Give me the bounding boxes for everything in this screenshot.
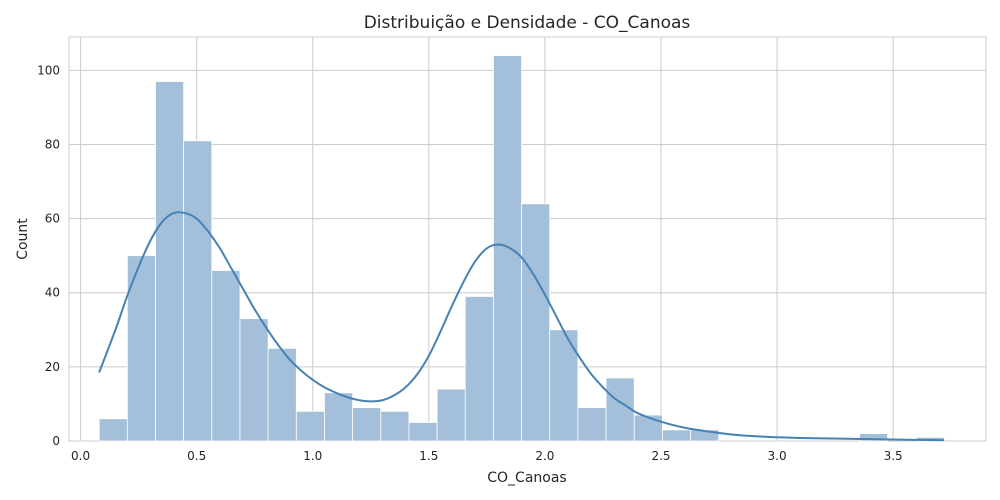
y-tick-label: 100 — [37, 63, 60, 77]
histogram-bar — [661, 429, 691, 442]
y-tick-label: 60 — [45, 212, 60, 226]
x-tick-label: 1.0 — [303, 449, 322, 463]
histogram-bar — [859, 433, 889, 442]
density-curve — [98, 211, 945, 442]
histogram-bar — [352, 407, 382, 442]
histogram-bar — [690, 429, 720, 442]
histogram-bar — [605, 377, 635, 442]
histogram-bar — [295, 410, 325, 442]
x-tick-label: 3.5 — [884, 449, 903, 463]
x-tick-label: 0.0 — [71, 449, 90, 463]
x-tick-label: 0.5 — [187, 449, 206, 463]
histogram-bar — [633, 414, 663, 442]
x-axis-label: CO_Canoas — [487, 470, 566, 486]
y-tick-label: 20 — [45, 360, 60, 374]
x-tick-label: 3.0 — [768, 449, 787, 463]
histogram-bar — [324, 392, 354, 442]
histogram-bar — [267, 347, 297, 442]
histogram-bar — [183, 140, 213, 442]
histogram-bar — [380, 410, 410, 442]
histogram-bar — [577, 407, 607, 442]
y-tick-labels: 0 20 40 60 80 100 — [37, 63, 60, 448]
chart-title: Distribuição e Densidade - CO_Canoas — [364, 13, 691, 33]
histogram-bar — [464, 296, 494, 442]
x-tick-label: 2.0 — [535, 449, 554, 463]
histogram-bar — [211, 270, 241, 442]
x-tick-label: 1.5 — [419, 449, 438, 463]
histogram-bar — [155, 81, 185, 442]
y-tick-label: 40 — [45, 286, 60, 300]
y-tick-label: 80 — [45, 137, 60, 151]
histogram-bar — [436, 388, 466, 442]
x-tick-labels: 0.0 0.5 1.0 1.5 2.0 2.5 3.0 3.5 — [71, 449, 903, 463]
histogram-bar — [239, 318, 269, 442]
y-axis-label: Count — [15, 218, 31, 260]
histogram-bar — [98, 418, 128, 442]
histogram-bar — [408, 422, 438, 442]
histogram-bar — [521, 203, 551, 442]
histogram-bar — [126, 255, 156, 442]
histogram-bar — [493, 55, 522, 442]
histogram-bars — [98, 55, 945, 442]
x-tick-label: 2.5 — [651, 449, 670, 463]
y-tick-label: 0 — [52, 434, 60, 448]
